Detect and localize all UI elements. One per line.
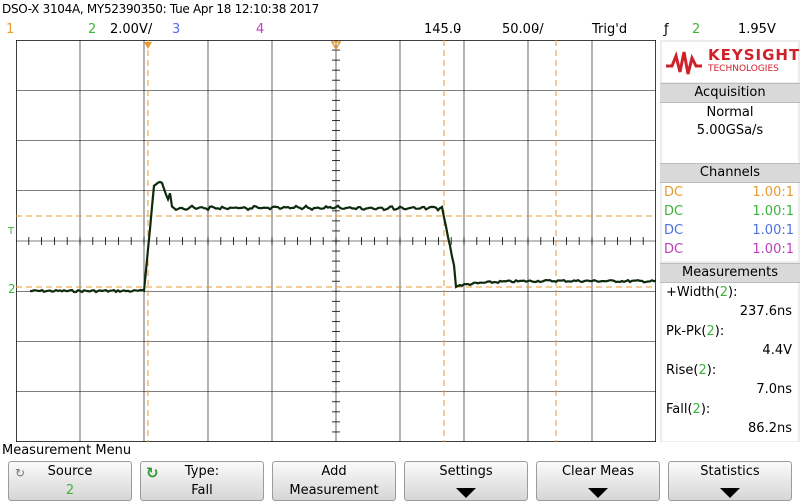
brand-name: KEYSIGHT — [708, 46, 800, 64]
measurement-label: Pk-Pk(2): — [666, 324, 725, 339]
channel-coupling: DC — [664, 185, 684, 200]
measurements-box: +Width(2): 237.6ns Pk-Pk(2): 4.4V Rise(2): 7.… — [662, 283, 798, 441]
acquisition-box: Normal 5.00GSa/s — [662, 103, 798, 163]
measurement-label: +Width(2): — [666, 285, 738, 300]
submenu-arrow-icon — [588, 488, 608, 498]
statistics-softkey[interactable]: Statistics — [668, 461, 792, 501]
instrument-title: DSO-X 3104A, MY52390350: Tue Apr 18 12:1… — [2, 2, 319, 16]
graticule-ticks — [16, 40, 656, 433]
submenu-arrow-icon — [456, 488, 476, 498]
channel-probe-ratio: 1.00:1 — [752, 204, 794, 219]
time-delay: 145.0̵ — [424, 22, 462, 37]
trigger-level-marker[interactable]: T — [8, 226, 15, 237]
trigger-source: 2 — [692, 22, 701, 37]
status-bar: 1 2 2.00V/ 3 4 145.0̵ 50.00̵/ Trig'd ƒ 2… — [0, 20, 800, 40]
channel-probe-ratio: 1.00:1 — [752, 223, 794, 238]
rotate-knob-icon: ↻ — [146, 464, 159, 482]
channels-heading: Channels — [660, 163, 800, 183]
channel-coupling: DC — [664, 223, 684, 238]
ch1-indicator[interactable]: 1 — [6, 22, 15, 37]
type-softkey[interactable]: ↻ Type: Fall — [140, 461, 264, 501]
channels-box: DC 1.00:1 DC 1.00:1 DC 1.00:1 DC 1.00:1 — [662, 183, 798, 261]
measurement-value: 237.6ns — [739, 304, 792, 319]
measurements-heading: Measurements — [660, 263, 800, 283]
measurement-label: Rise(2): — [666, 363, 717, 378]
measurement-value: 4.4V — [762, 343, 792, 358]
ch2-waveform — [29, 180, 656, 294]
channel-coupling: DC — [664, 242, 684, 257]
submenu-arrow-icon — [720, 488, 740, 498]
channel-probe-ratio: 1.00:1 — [752, 242, 794, 257]
settings-softkey[interactable]: Settings — [404, 461, 528, 501]
ch2-indicator[interactable]: 2 — [88, 22, 97, 37]
trigger-edge-icon: ƒ — [664, 22, 669, 37]
waveform-display[interactable] — [16, 40, 656, 442]
acquisition-heading: Acquisition — [660, 83, 800, 103]
add-measurement-softkey[interactable]: Add Measurement — [272, 461, 396, 501]
ch2-ground-marker[interactable]: 2 — [8, 282, 16, 296]
source-softkey[interactable]: ↻ Source 2 — [8, 461, 132, 501]
info-panel: KEYSIGHT TECHNOLOGIES Acquisition Normal… — [660, 40, 800, 442]
clear-meas-softkey[interactable]: Clear Meas — [536, 461, 660, 501]
measurement-value: 86.2ns — [748, 421, 792, 436]
keysight-logo-icon — [666, 51, 702, 75]
channel-probe-ratio: 1.00:1 — [752, 185, 794, 200]
ch4-indicator[interactable]: 4 — [256, 22, 265, 37]
acquisition-rate: 5.00GSa/s — [696, 123, 764, 138]
trigger-state: Trig'd — [592, 22, 628, 37]
brand-sub: TECHNOLOGIES — [708, 64, 779, 74]
rotate-knob-icon: ↻ — [15, 466, 26, 480]
channel-coupling: DC — [664, 204, 684, 219]
trigger-position-icon[interactable] — [144, 42, 152, 49]
measurement-label: Fall(2): — [666, 402, 711, 417]
ch2-scale: 2.00V/ — [110, 22, 153, 37]
acquisition-mode: Normal — [706, 105, 754, 120]
measurement-value: 7.0ns — [756, 382, 792, 397]
ch3-indicator[interactable]: 3 — [172, 22, 181, 37]
brand-box: KEYSIGHT TECHNOLOGIES — [662, 42, 800, 82]
menu-title: Measurement Menu — [2, 443, 132, 458]
delay-reference-icon[interactable] — [330, 41, 342, 51]
trigger-level: 1.95V — [738, 22, 776, 37]
time-scale: 50.00̵/ — [502, 22, 544, 37]
